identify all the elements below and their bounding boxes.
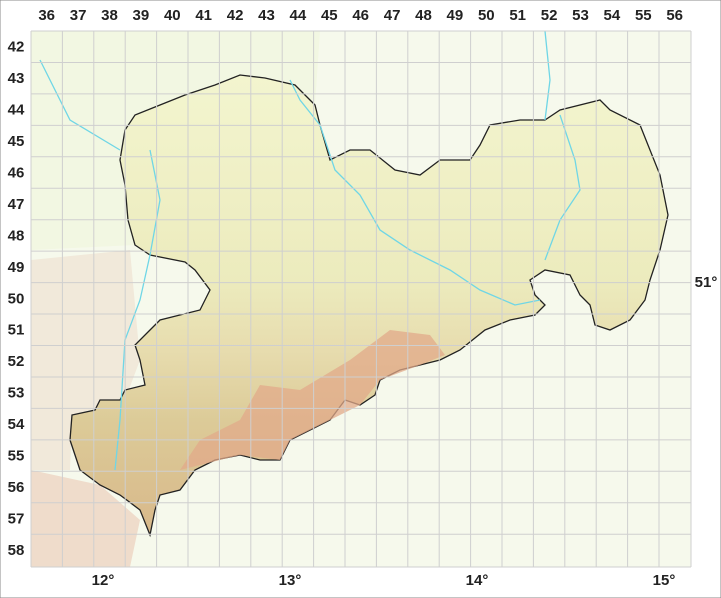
row-label: 52: [8, 353, 25, 370]
column-label: 45: [321, 7, 338, 24]
column-label: 40: [164, 7, 181, 24]
river: [319, 124, 541, 306]
grid: [30, 30, 692, 568]
column-label: 46: [352, 7, 369, 24]
column-label: 41: [195, 7, 212, 24]
longitude-label: 13°: [279, 572, 302, 589]
column-label: 44: [290, 7, 307, 24]
row-label: 49: [8, 259, 25, 276]
row-label: 43: [8, 70, 25, 87]
column-label: 39: [133, 7, 150, 24]
column-label: 42: [227, 7, 244, 24]
row-label: 50: [8, 290, 25, 307]
column-label: 37: [70, 7, 87, 24]
north-region: [31, 31, 320, 250]
row-label: 55: [8, 448, 25, 465]
river: [114, 149, 161, 471]
column-label: 48: [415, 7, 432, 24]
longitude-label: 15°: [653, 572, 676, 589]
southwest-region: [31, 470, 140, 567]
row-label: 58: [8, 542, 25, 559]
row-label: 48: [8, 227, 25, 244]
column-label: 54: [604, 7, 621, 24]
column-label: 51: [509, 7, 526, 24]
column-label: 52: [541, 7, 558, 24]
column-label: 36: [38, 7, 55, 24]
row-label: 53: [8, 385, 25, 402]
column-label: 47: [384, 7, 401, 24]
rivers: [39, 30, 581, 471]
column-label: 43: [258, 7, 275, 24]
column-label: 38: [101, 7, 118, 24]
river: [39, 59, 121, 151]
row-label: 51: [8, 322, 25, 339]
row-label: 42: [8, 39, 25, 56]
latitude-label: 51°: [695, 274, 718, 291]
column-label: 55: [635, 7, 652, 24]
column-label: 50: [478, 7, 495, 24]
row-label: 54: [8, 416, 25, 433]
column-label: 49: [447, 7, 464, 24]
river: [544, 30, 551, 121]
row-label: 57: [8, 510, 25, 527]
row-label: 56: [8, 479, 25, 496]
row-label: 45: [8, 133, 25, 150]
row-label: 44: [8, 102, 25, 119]
longitude-label: 14°: [466, 572, 489, 589]
river: [544, 114, 581, 261]
row-label: 46: [8, 164, 25, 181]
west-region: [31, 250, 140, 470]
column-label: 56: [666, 7, 683, 24]
longitude-label: 12°: [92, 572, 115, 589]
highland-relief: [180, 330, 445, 470]
row-label: 47: [8, 196, 25, 213]
column-label: 53: [572, 7, 589, 24]
labels: 36 37 38 39 40 41 42 43 44 45 46 47 48 49 50 51 52 53 54 55…: [8, 7, 718, 589]
